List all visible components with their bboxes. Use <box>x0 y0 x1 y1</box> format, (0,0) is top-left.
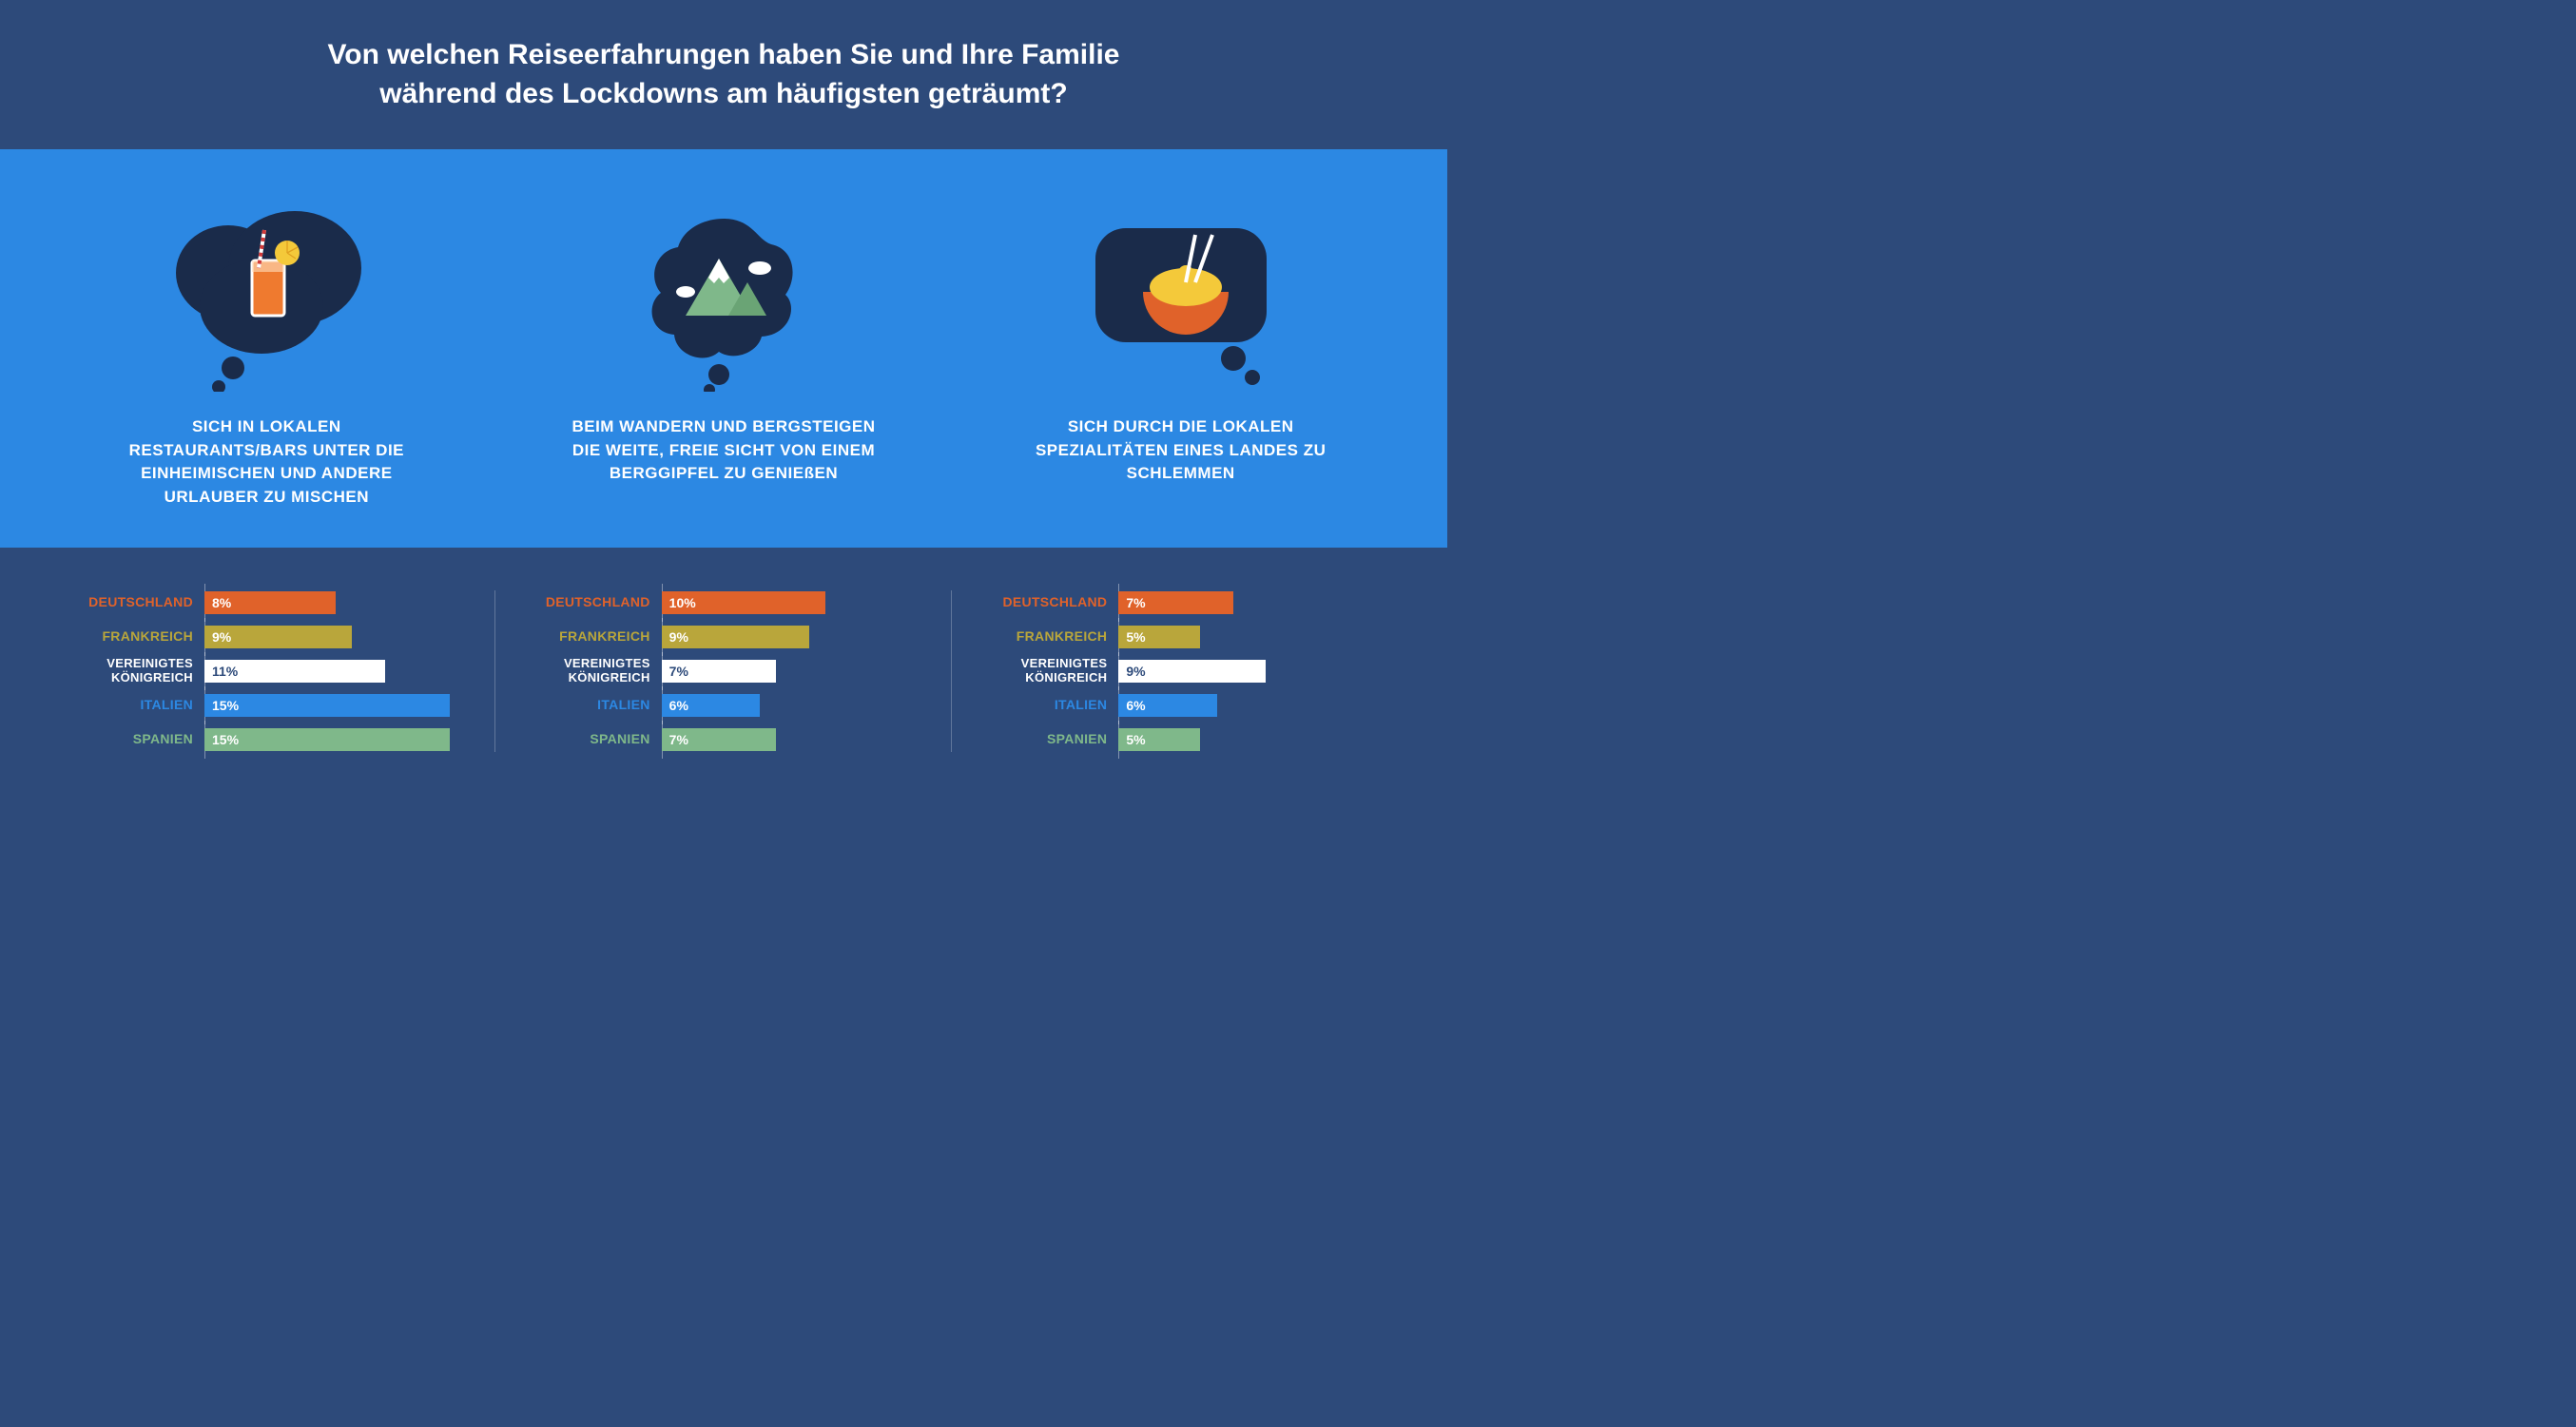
country-label-uk: VEREINIGTESKÖNIGREICH <box>67 657 204 685</box>
country-label-uk: VEREINIGTESKÖNIGREICH <box>980 657 1118 685</box>
caption-food: SICH DURCH DIE LOKALEN SPEZIALITÄTEN EIN… <box>1029 415 1333 486</box>
title-line-1: Von welchen Reiseerfahrungen haben Sie u… <box>328 39 1120 70</box>
bar-track: 10% <box>662 591 924 614</box>
bar-es: 7% <box>662 728 777 751</box>
bar-row-es: SPANIEN15% <box>67 723 467 757</box>
icon-row: SICH IN LOKALEN RESTAURANTS/BARS UNTER D… <box>0 149 1447 548</box>
bar-track: 7% <box>662 728 924 751</box>
bar-it: 6% <box>1118 694 1216 717</box>
country-label-it: ITALIEN <box>67 698 204 712</box>
bar-track: 7% <box>662 660 924 683</box>
bar-de: 8% <box>204 591 336 614</box>
bar-es: 15% <box>204 728 450 751</box>
country-label-it: ITALIEN <box>980 698 1118 712</box>
bar-row-uk: VEREINIGTESKÖNIGREICH7% <box>524 654 924 688</box>
drink-icon <box>162 202 371 392</box>
panel-hiking: BEIM WANDERN UND BERGSTEIGEN DIE WEITE, … <box>514 187 934 510</box>
thought-bubble-hiking <box>629 187 819 406</box>
country-label-fr: FRANKREICH <box>524 629 662 644</box>
page-title: Von welchen Reiseerfahrungen haben Sie u… <box>19 36 1428 113</box>
header: Von welchen Reiseerfahrungen haben Sie u… <box>0 0 1447 149</box>
bar-row-de: DEUTSCHLAND8% <box>67 586 467 620</box>
country-label-es: SPANIEN <box>980 732 1118 746</box>
bar-row-uk: VEREINIGTESKÖNIGREICH11% <box>67 654 467 688</box>
country-label-de: DEUTSCHLAND <box>67 595 204 609</box>
bar-fr: 9% <box>204 626 352 648</box>
bar-track: 6% <box>662 694 924 717</box>
bar-track: 9% <box>1118 660 1381 683</box>
bar-track: 5% <box>1118 626 1381 648</box>
bar-track: 15% <box>204 694 467 717</box>
bar-row-it: ITALIEN6% <box>524 688 924 723</box>
bar-de: 10% <box>662 591 825 614</box>
country-label-it: ITALIEN <box>524 698 662 712</box>
title-line-2: während des Lockdowns am häufigsten getr… <box>379 78 1067 109</box>
bar-row-uk: VEREINIGTESKÖNIGREICH9% <box>980 654 1381 688</box>
bar-uk: 11% <box>204 660 385 683</box>
mountain-icon <box>629 202 819 392</box>
thought-bubble-bars <box>162 187 371 406</box>
panel-food: SICH DURCH DIE LOKALEN SPEZIALITÄTEN EIN… <box>971 187 1390 510</box>
thought-bubble-food <box>1072 187 1290 406</box>
bar-fr: 5% <box>1118 626 1200 648</box>
country-label-uk: VEREINIGTESKÖNIGREICH <box>524 657 662 685</box>
country-label-es: SPANIEN <box>524 732 662 746</box>
bar-track: 6% <box>1118 694 1381 717</box>
bar-track: 11% <box>204 660 467 683</box>
country-label-de: DEUTSCHLAND <box>524 595 662 609</box>
chart-hiking: DEUTSCHLAND10%FRANKREICH9%VEREINIGTESKÖN… <box>514 586 934 757</box>
bar-row-es: SPANIEN7% <box>524 723 924 757</box>
bar-it: 6% <box>662 694 760 717</box>
bar-row-fr: FRANKREICH5% <box>980 620 1381 654</box>
country-label-fr: FRANKREICH <box>67 629 204 644</box>
bar-de: 7% <box>1118 591 1233 614</box>
chart-bars: DEUTSCHLAND8%FRANKREICH9%VEREINIGTESKÖNI… <box>57 586 476 757</box>
caption-bars: SICH IN LOKALEN RESTAURANTS/BARS UNTER D… <box>114 415 418 510</box>
bar-row-es: SPANIEN5% <box>980 723 1381 757</box>
bar-uk: 9% <box>1118 660 1266 683</box>
country-label-de: DEUTSCHLAND <box>980 595 1118 609</box>
bar-row-fr: FRANKREICH9% <box>524 620 924 654</box>
bar-row-de: DEUTSCHLAND7% <box>980 586 1381 620</box>
bowl-icon <box>1072 202 1290 392</box>
bar-track: 7% <box>1118 591 1381 614</box>
bar-row-fr: FRANKREICH9% <box>67 620 467 654</box>
bar-row-it: ITALIEN15% <box>67 688 467 723</box>
country-label-es: SPANIEN <box>67 732 204 746</box>
caption-hiking: BEIM WANDERN UND BERGSTEIGEN DIE WEITE, … <box>571 415 876 486</box>
country-label-fr: FRANKREICH <box>980 629 1118 644</box>
panel-bars: SICH IN LOKALEN RESTAURANTS/BARS UNTER D… <box>57 187 476 510</box>
chart-food: DEUTSCHLAND7%FRANKREICH5%VEREINIGTESKÖNI… <box>971 586 1390 757</box>
bar-row-it: ITALIEN6% <box>980 688 1381 723</box>
bar-track: 15% <box>204 728 467 751</box>
bar-fr: 9% <box>662 626 809 648</box>
bar-track: 9% <box>204 626 467 648</box>
bar-row-de: DEUTSCHLAND10% <box>524 586 924 620</box>
bar-es: 5% <box>1118 728 1200 751</box>
charts-row: DEUTSCHLAND8%FRANKREICH9%VEREINIGTESKÖNI… <box>0 548 1447 804</box>
bar-track: 5% <box>1118 728 1381 751</box>
bar-it: 15% <box>204 694 450 717</box>
bar-track: 8% <box>204 591 467 614</box>
bar-uk: 7% <box>662 660 777 683</box>
bar-track: 9% <box>662 626 924 648</box>
